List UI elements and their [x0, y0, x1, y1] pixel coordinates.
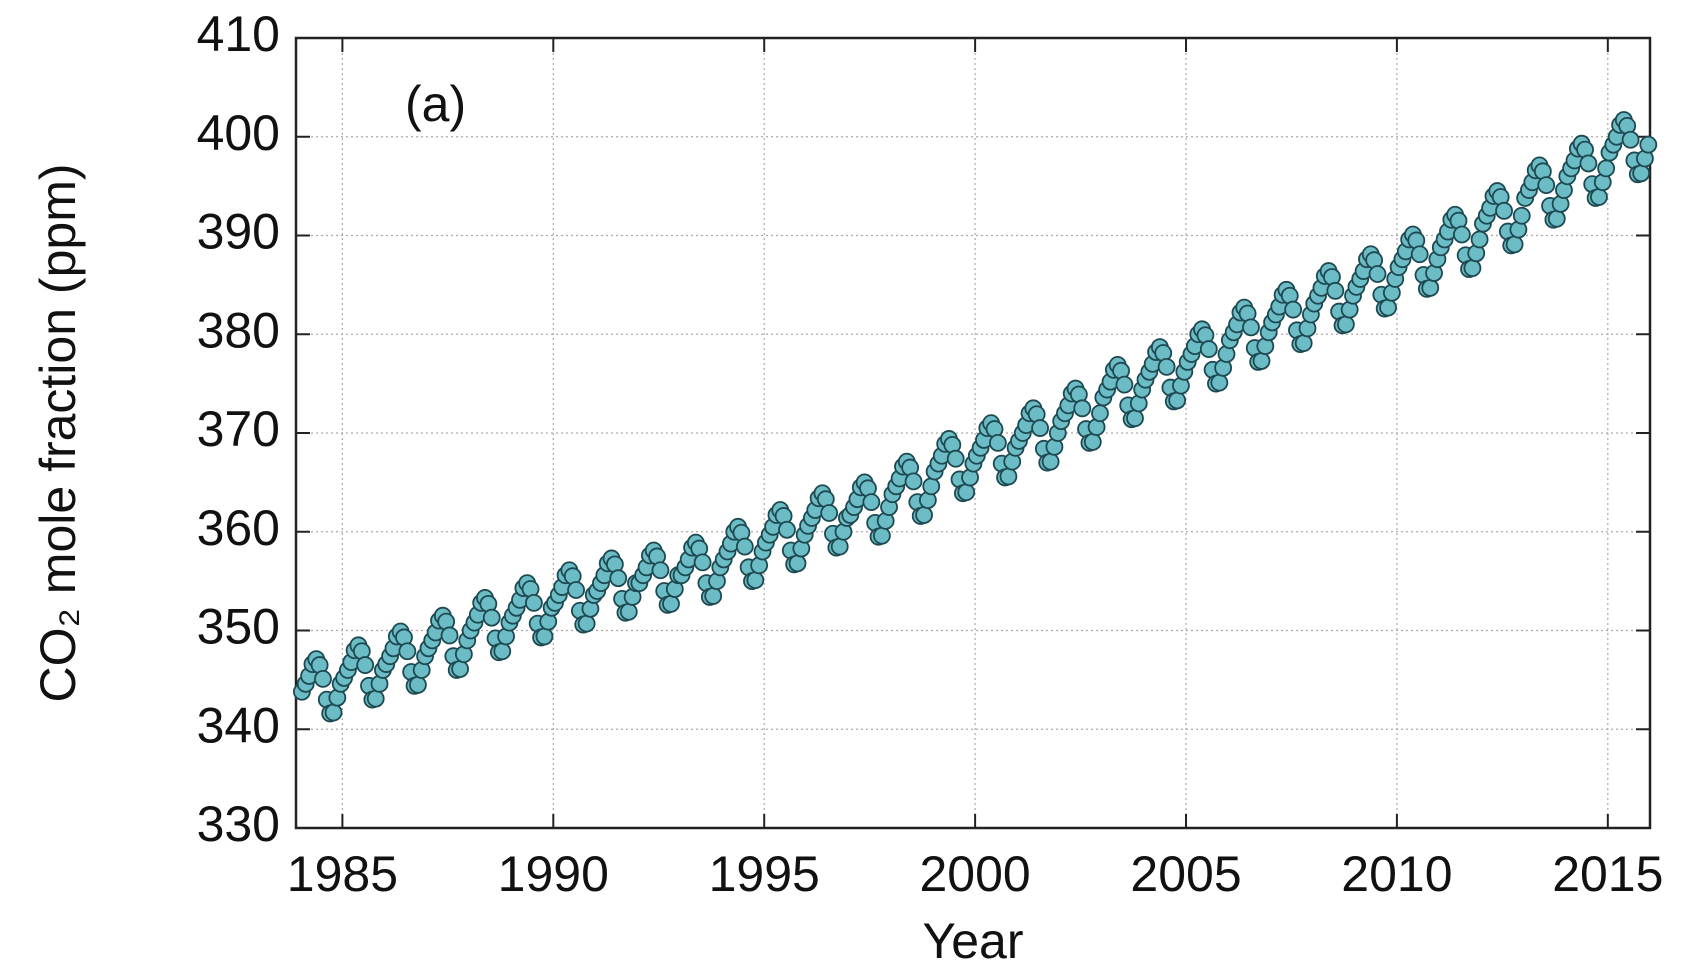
data-point [1590, 188, 1608, 206]
data-point [778, 520, 796, 539]
data-point [1547, 209, 1566, 228]
data-point [704, 587, 723, 605]
y-axis-label: CO₂ mole fraction (ppm) [30, 164, 86, 703]
data-point [1463, 259, 1482, 277]
data-point [1073, 399, 1092, 418]
y-tick-label: 340 [197, 697, 280, 753]
data-point [1410, 245, 1429, 264]
data-point [1505, 235, 1524, 254]
x-axis-label: Year [922, 913, 1023, 969]
data-point [957, 483, 976, 502]
data-point [524, 593, 543, 612]
y-tick-label: 350 [197, 599, 280, 655]
data-point [567, 581, 585, 599]
x-tick-label: 2005 [1130, 846, 1241, 902]
data-point [619, 602, 638, 621]
data-point [1537, 176, 1556, 195]
data-point [820, 504, 839, 522]
data-point [915, 506, 933, 524]
data-point [493, 642, 512, 661]
data-point [1168, 391, 1187, 410]
data-point [662, 594, 680, 613]
data-point [356, 656, 375, 674]
data-point [1115, 375, 1134, 394]
y-tick-label: 330 [197, 796, 280, 852]
data-point [1326, 281, 1345, 300]
x-tick-label: 1995 [709, 846, 820, 902]
data-point [1597, 159, 1616, 178]
data-point [999, 467, 1018, 486]
data-point [922, 477, 941, 496]
data-point [735, 537, 754, 556]
x-tick-label: 2010 [1341, 846, 1452, 902]
data-point [482, 608, 501, 627]
data-point [651, 561, 670, 580]
data-point [830, 537, 849, 556]
data-point [1639, 135, 1658, 154]
data-point [1294, 334, 1313, 353]
y-tick-label: 380 [197, 302, 280, 358]
plot-frame [294, 36, 1652, 830]
data-point [1083, 432, 1102, 451]
data-point [872, 526, 891, 545]
panel-annotation: (a) [405, 76, 466, 132]
data-point [314, 669, 332, 688]
data-point [324, 703, 343, 722]
data-point [398, 642, 417, 661]
data-point [1621, 130, 1640, 149]
data-point [1336, 315, 1355, 334]
x-tick-label: 1985 [287, 846, 398, 902]
data-point [946, 449, 965, 468]
x-tick-label: 2015 [1552, 846, 1663, 902]
data-point [1579, 154, 1598, 173]
data-point [1452, 225, 1471, 244]
data-point [693, 553, 712, 572]
data-point [609, 569, 628, 588]
y-tick-label: 410 [197, 6, 280, 62]
data-point [1495, 201, 1513, 220]
y-tick-label: 390 [197, 204, 280, 260]
data-point [1041, 452, 1060, 471]
data-point [1632, 164, 1651, 183]
x-tick-label: 1990 [498, 846, 609, 902]
data-point [1512, 206, 1531, 225]
data-point [1091, 404, 1109, 423]
data-point [1210, 373, 1229, 392]
data-point [577, 614, 596, 633]
data-point [1368, 265, 1387, 283]
data-point [1470, 230, 1489, 249]
y-tick-label: 360 [197, 500, 280, 556]
data-point [1284, 300, 1303, 319]
data-point [746, 571, 765, 590]
data-point [1199, 340, 1218, 358]
data-point [451, 660, 469, 678]
data-point [409, 675, 427, 694]
data-point [1126, 409, 1144, 428]
data-point [904, 472, 923, 491]
data-point [1421, 278, 1440, 297]
data-point [1252, 352, 1271, 370]
data-point [1379, 298, 1397, 317]
data-point [1157, 357, 1176, 376]
y-tick-label: 400 [197, 105, 280, 161]
grid [296, 37, 1650, 829]
data-point [788, 554, 807, 573]
data-point [862, 493, 881, 512]
data-point [988, 433, 1007, 452]
data-point [1031, 419, 1049, 437]
data-point [1242, 318, 1260, 337]
data-point [535, 627, 554, 646]
x-tick-label: 2000 [919, 846, 1030, 902]
data-point [366, 689, 385, 708]
data-point [440, 626, 459, 645]
y-tick-label: 370 [197, 401, 280, 457]
